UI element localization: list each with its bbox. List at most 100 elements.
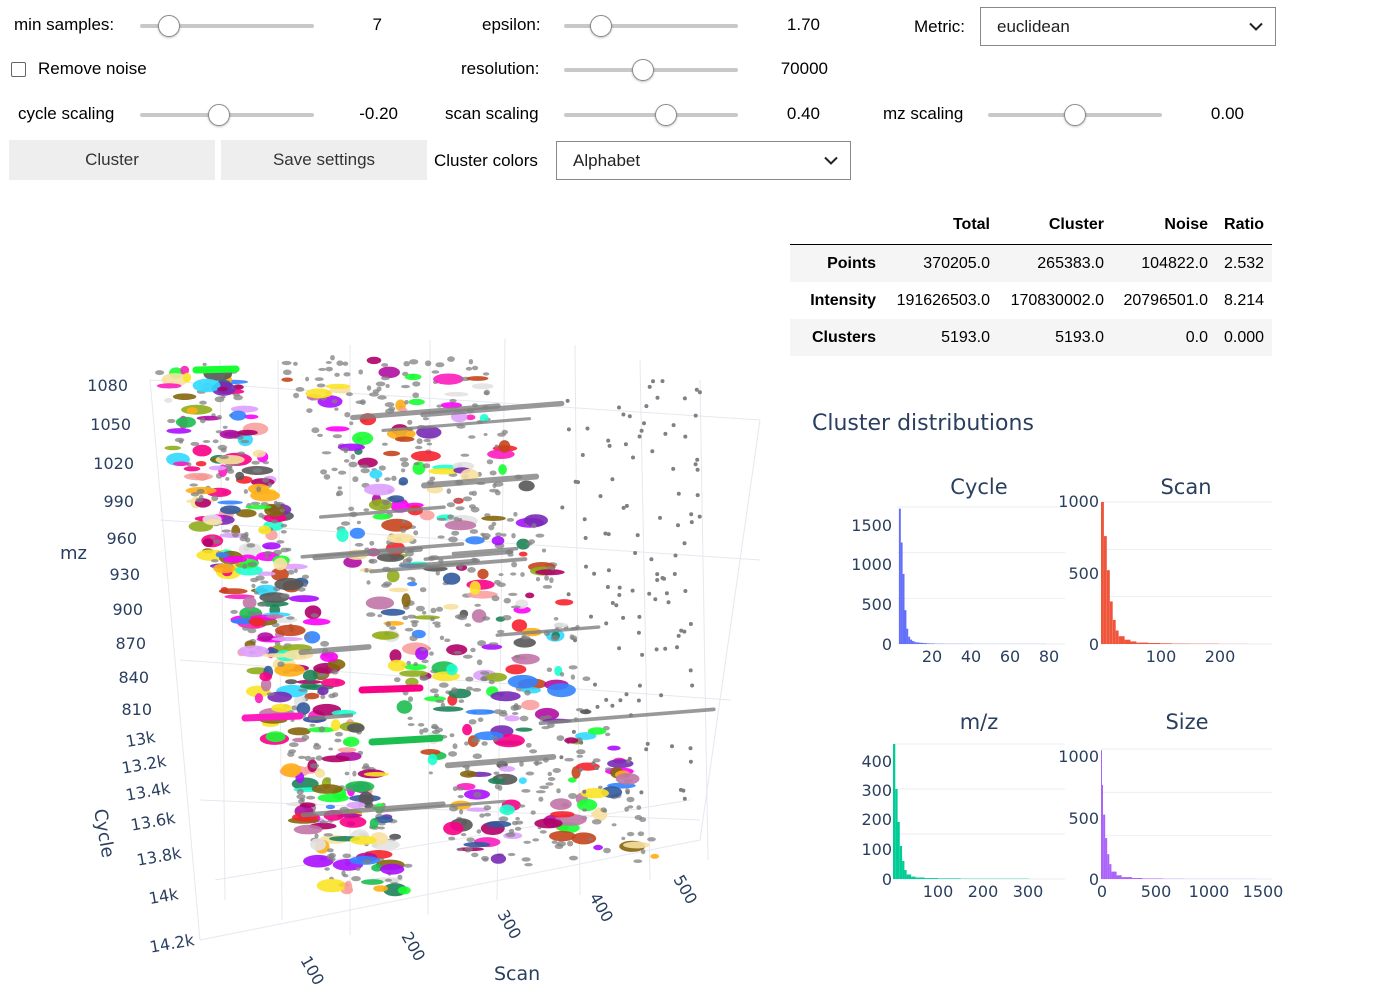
noise-point	[584, 564, 588, 569]
noise-point	[311, 756, 316, 761]
cycle-histogram-title: Cycle	[950, 475, 1007, 499]
cluster-point	[173, 461, 190, 467]
noise-point	[637, 831, 645, 837]
resolution-slider-handle[interactable]	[632, 59, 655, 81]
mz-scaling-label: mz scaling	[883, 104, 964, 123]
noise-streak	[298, 644, 372, 656]
min-samples-slider-handle[interactable]	[158, 15, 181, 37]
scatter-3d-gridline	[639, 359, 651, 881]
cluster-point	[233, 384, 244, 390]
noise-point	[530, 810, 536, 815]
noise-point	[484, 513, 491, 517]
noise-point	[190, 441, 200, 446]
mz-histogram[interactable]: m/z 400 300 200 100 0 100 200 300	[861, 710, 1065, 901]
epsilon-slider[interactable]	[564, 14, 738, 38]
noise-point	[688, 746, 693, 751]
cluster-point	[518, 480, 535, 492]
scan-histogram[interactable]: Scan 1000 500 0 100 200	[1058, 475, 1272, 666]
noise-point	[349, 421, 354, 426]
cluster-point	[365, 596, 395, 610]
noise-point	[519, 715, 529, 722]
cycle-scaling-slider-handle[interactable]	[208, 104, 231, 126]
metric-select[interactable]: euclidean	[980, 7, 1276, 46]
resolution-slider[interactable]	[564, 58, 738, 82]
cycle-scaling-slider[interactable]	[140, 103, 314, 127]
noise-point	[460, 453, 470, 457]
table-cell: 104822.0	[1112, 244, 1216, 282]
noise-point	[318, 367, 327, 371]
noise-point	[526, 542, 533, 546]
noise-point	[350, 453, 356, 460]
noise-point	[549, 577, 554, 584]
noise-point	[415, 445, 423, 450]
noise-point	[663, 646, 668, 651]
cluster-point	[164, 445, 182, 451]
noise-point	[449, 398, 457, 403]
noise-point	[480, 532, 486, 537]
scan-scaling-slider-handle[interactable]	[655, 104, 678, 126]
noise-point	[355, 866, 361, 871]
mz-scaling-slider[interactable]	[988, 103, 1162, 127]
cluster-point	[553, 622, 568, 628]
noise-point	[571, 729, 576, 734]
cluster-point	[443, 603, 459, 610]
cycle-histogram[interactable]: Cycle 1500 1000 500 0 20 40 60 80	[851, 475, 1065, 666]
cluster-point	[401, 593, 411, 608]
noise-point	[689, 512, 694, 517]
cluster-colors-select[interactable]: Alphabet	[556, 141, 851, 180]
cluster-button[interactable]: Cluster	[9, 140, 215, 180]
noise-point	[497, 629, 505, 634]
scatter-3d-plot[interactable]: 1080 1050 1020 990 960 930 900 870 840 8…	[0, 190, 780, 1000]
mz-y-tick: 200	[861, 810, 892, 829]
chevron-down-icon	[1249, 22, 1263, 31]
noise-point	[610, 703, 615, 708]
histogram-bar	[1111, 871, 1117, 879]
cycle-tick: 13.6k	[129, 808, 177, 835]
noise-point	[381, 363, 389, 367]
cluster-point	[271, 637, 303, 642]
noise-point	[506, 518, 515, 522]
cluster-point	[383, 450, 401, 457]
noise-point	[382, 499, 390, 506]
noise-point	[604, 697, 609, 702]
cluster-point	[186, 407, 198, 415]
epsilon-slider-handle[interactable]	[589, 15, 612, 37]
table-row: Points 370205.0 265383.0 104822.0 2.532	[790, 244, 1273, 282]
noise-point	[547, 771, 553, 777]
noise-point	[257, 602, 267, 607]
size-histogram[interactable]: Size 1000 500 0 0 500 1000 1500	[1058, 710, 1283, 901]
cluster-point	[466, 376, 489, 381]
cluster-point	[175, 416, 196, 428]
cluster-point	[372, 513, 392, 520]
noise-point	[497, 785, 503, 791]
noise-point	[334, 407, 339, 411]
noise-point	[325, 361, 332, 364]
scan-tick: 500	[670, 872, 702, 908]
save-settings-button[interactable]: Save settings	[221, 140, 427, 180]
noise-point	[621, 412, 626, 417]
cluster-point	[386, 533, 415, 544]
noise-point	[220, 447, 227, 453]
mz-scaling-slider-handle[interactable]	[1064, 104, 1086, 126]
cluster-point	[164, 397, 173, 403]
noise-point	[449, 805, 458, 812]
scan-scaling-slider[interactable]	[564, 103, 738, 127]
distributions-plots[interactable]: Cycle 1500 1000 500 0 20 40 60 80 Scan 1…	[840, 460, 1300, 920]
noise-point	[366, 612, 376, 617]
remove-noise-checkbox[interactable]	[11, 62, 26, 77]
min-samples-slider[interactable]	[140, 14, 314, 38]
table-cell: 170830002.0	[1010, 291, 1104, 309]
noise-point	[525, 771, 535, 776]
noise-streak	[300, 801, 446, 818]
histogram-bar	[908, 636, 911, 644]
noise-point	[670, 744, 674, 749]
noise-point	[505, 832, 516, 838]
noise-point	[199, 417, 206, 424]
noise-point	[611, 823, 617, 827]
noise-point	[343, 459, 350, 463]
cluster-point	[395, 436, 415, 442]
cluster-point	[271, 703, 293, 713]
noise-point	[304, 755, 312, 762]
noise-point	[348, 506, 355, 511]
noise-point	[697, 514, 702, 519]
